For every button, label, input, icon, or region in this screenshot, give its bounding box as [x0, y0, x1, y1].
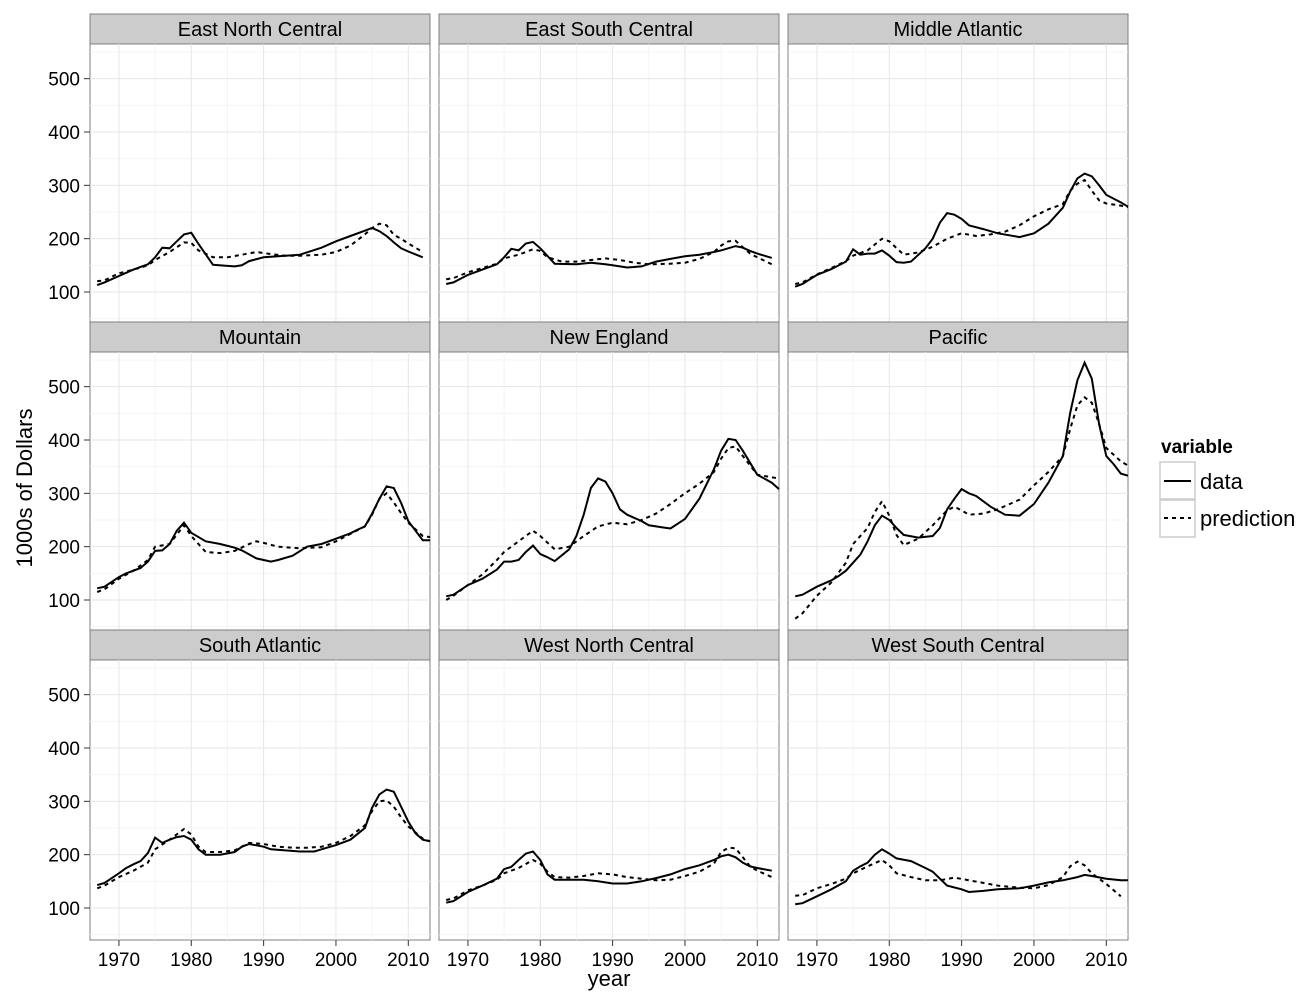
legend-label-prediction: prediction	[1200, 506, 1295, 531]
facet-title: East North Central	[178, 19, 343, 41]
facet-west-north-central: West North Central	[438, 629, 780, 941]
series-line-data	[96, 788, 431, 887]
series-line-data	[794, 360, 1129, 598]
x-tick-label: 1970	[447, 950, 489, 971]
facet-east-south-central: East South Central	[438, 13, 780, 325]
x-axis-title: year	[588, 966, 631, 991]
x-tick-label: 1970	[98, 950, 140, 971]
legend-label-data: data	[1200, 469, 1244, 494]
facet-strip	[787, 629, 1129, 661]
y-tick-label: 400	[48, 739, 80, 760]
facet-title: Mountain	[219, 327, 301, 349]
facet-strip	[438, 321, 780, 353]
series-line-prediction	[794, 178, 1129, 285]
facet-plot-area	[438, 659, 780, 941]
facet-pacific: Pacific	[787, 321, 1129, 633]
facet-south-atlantic: South Atlantic	[89, 629, 431, 941]
facet-title: West North Central	[524, 635, 694, 657]
facet-plot-area	[89, 43, 431, 325]
facet-title: East South Central	[525, 19, 693, 41]
facet-strip	[89, 629, 431, 661]
series-line-data	[96, 485, 430, 590]
y-tick-label: 400	[48, 123, 80, 144]
series-line-data	[445, 437, 780, 598]
facet-strip	[787, 321, 1129, 353]
x-tick-label: 1990	[940, 950, 982, 971]
y-tick-label: 100	[48, 591, 80, 612]
x-tick-label: 1990	[591, 950, 633, 971]
x-tick-label: 2010	[1085, 950, 1127, 971]
y-tick-label: 100	[48, 283, 80, 304]
facet-strip	[89, 13, 431, 45]
y-tick-label: 300	[48, 792, 80, 813]
facet-middle-atlantic: Middle Atlantic	[787, 13, 1129, 325]
x-tick-label: 2010	[387, 950, 429, 971]
y-tick-label: 500	[48, 686, 80, 707]
facet-plot-area	[89, 659, 431, 941]
y-tick-label: 400	[48, 431, 80, 452]
series-line-prediction	[794, 395, 1129, 620]
facet-panels: East North Central East South Central Midd…	[89, 13, 1129, 941]
facet-strip	[438, 629, 780, 661]
x-tick-label: 1980	[170, 950, 212, 971]
series-line-data	[795, 848, 1128, 906]
facet-east-north-central: East North Central	[89, 13, 431, 325]
facet-title: New England	[550, 327, 669, 349]
facet-title: Middle Atlantic	[894, 19, 1023, 41]
facet-mountain: Mountain	[89, 321, 431, 633]
y-tick-label: 500	[48, 70, 80, 91]
x-tick-label: 2010	[736, 950, 778, 971]
x-tick-label: 1980	[519, 950, 561, 971]
facet-west-south-central: West South Central	[787, 629, 1129, 941]
series-line-prediction	[445, 445, 780, 601]
facet-plot-area	[787, 659, 1129, 941]
facet-strip	[438, 13, 780, 45]
legend: variable data prediction	[1159, 437, 1295, 538]
x-tick-label: 2000	[315, 950, 357, 971]
series-line-data	[96, 226, 424, 287]
facet-plot-area	[438, 43, 780, 325]
series-line-data	[794, 172, 1129, 288]
y-tick-label: 100	[48, 899, 80, 920]
y-tick-label: 200	[48, 846, 80, 867]
series-line-prediction	[97, 222, 424, 283]
y-axis-title: 1000s of Dollars	[12, 409, 37, 568]
x-tick-label: 1990	[242, 950, 284, 971]
series-line-data	[445, 850, 772, 904]
y-tick-label: 200	[48, 538, 80, 559]
x-tick-label: 2000	[1013, 950, 1055, 971]
series-line-data	[445, 240, 773, 285]
axes: 100 200 300 400 500 100 200 300 400 500 100 200 300 4…	[48, 70, 1127, 971]
series-line-prediction	[96, 799, 431, 890]
facet-strip	[89, 321, 431, 353]
facet-strip	[787, 13, 1129, 45]
y-tick-label: 300	[48, 176, 80, 197]
x-tick-label: 1980	[868, 950, 910, 971]
facet-plot-area	[787, 43, 1129, 325]
facet-new-england: New England	[438, 321, 780, 633]
facet-plot-area	[438, 351, 780, 633]
facet-title: South Atlantic	[199, 635, 321, 657]
y-tick-label: 300	[48, 484, 80, 505]
y-tick-label: 500	[48, 378, 80, 399]
facet-title: West South Central	[871, 635, 1044, 657]
y-tick-label: 200	[48, 230, 80, 251]
facet-plot-area	[787, 351, 1129, 633]
legend-title: variable	[1161, 437, 1233, 458]
facet-plot-area	[89, 351, 431, 633]
facet-title: Pacific	[929, 327, 988, 349]
x-tick-label: 2000	[664, 950, 706, 971]
x-tick-label: 1970	[796, 950, 838, 971]
series-line-prediction	[445, 846, 773, 901]
series-line-prediction	[96, 491, 431, 593]
